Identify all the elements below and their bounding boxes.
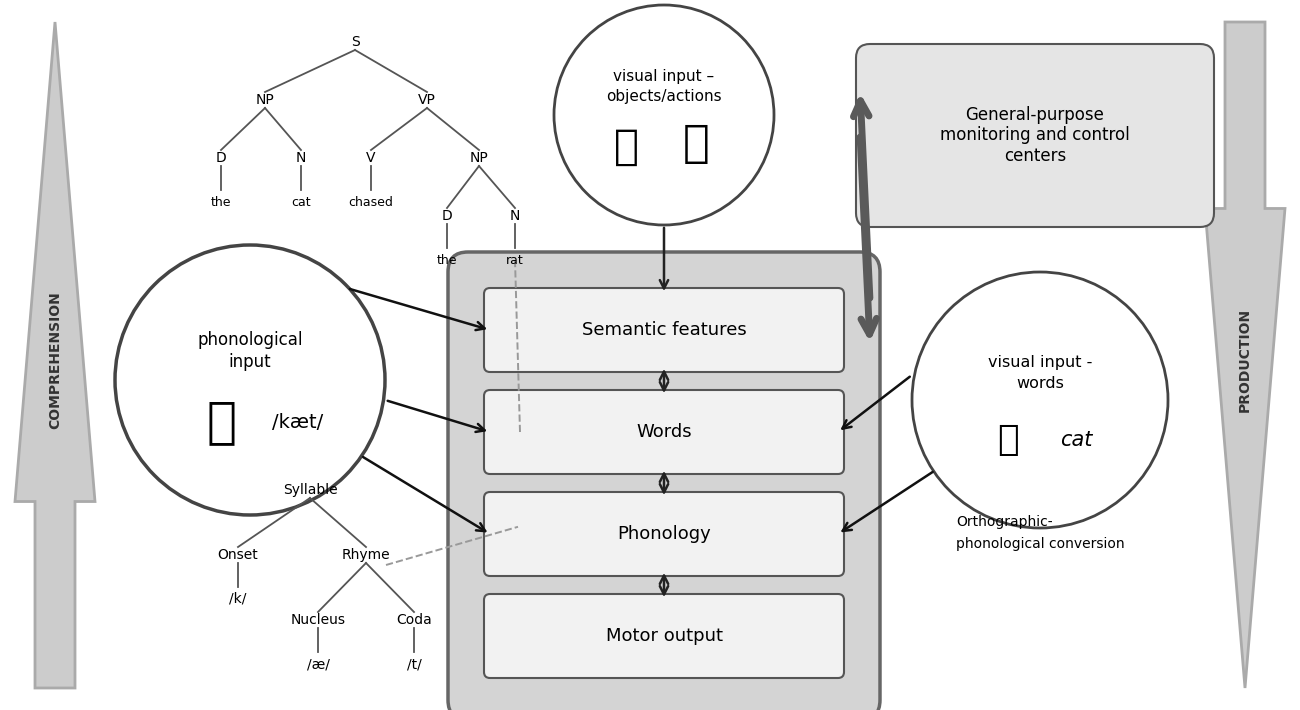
Text: visual input -: visual input - [988, 354, 1092, 369]
Text: General-purpose
monitoring and control
centers: General-purpose monitoring and control c… [940, 106, 1130, 165]
FancyBboxPatch shape [484, 390, 844, 474]
Text: visual input –: visual input – [614, 70, 715, 84]
Text: Orthographic-: Orthographic- [956, 515, 1053, 529]
Text: 🐈: 🐈 [682, 121, 710, 165]
Text: Semantic features: Semantic features [581, 321, 746, 339]
Text: input: input [229, 353, 272, 371]
Text: Nucleus: Nucleus [290, 613, 346, 627]
Text: 📄: 📄 [997, 423, 1019, 457]
Text: phonological conversion: phonological conversion [956, 537, 1124, 551]
Circle shape [913, 272, 1167, 528]
Text: Onset: Onset [217, 548, 259, 562]
Text: 👁: 👁 [614, 126, 638, 168]
Text: Words: Words [636, 423, 692, 441]
Text: cat: cat [291, 195, 311, 209]
Text: objects/actions: objects/actions [606, 89, 722, 104]
Text: V: V [367, 151, 376, 165]
Polygon shape [16, 22, 95, 688]
Text: 👂: 👂 [207, 398, 237, 446]
Text: Phonology: Phonology [618, 525, 711, 543]
Text: /k/: /k/ [229, 592, 247, 606]
Text: Syllable: Syllable [282, 483, 337, 497]
FancyBboxPatch shape [484, 594, 844, 678]
Text: phonological: phonological [198, 331, 303, 349]
Text: /t/: /t/ [407, 657, 421, 671]
Text: VP: VP [419, 93, 436, 107]
Text: Motor output: Motor output [606, 627, 723, 645]
Text: cat: cat [1060, 430, 1092, 450]
Text: D: D [442, 209, 452, 223]
Circle shape [554, 5, 774, 225]
Text: PRODUCTION: PRODUCTION [1238, 308, 1252, 412]
FancyBboxPatch shape [484, 492, 844, 576]
Text: D: D [216, 151, 226, 165]
Text: /kæt/: /kæt/ [273, 413, 324, 432]
Text: rat: rat [506, 253, 524, 266]
Text: S: S [351, 35, 359, 49]
Text: /æ/: /æ/ [307, 657, 329, 671]
Text: NP: NP [469, 151, 489, 165]
Text: chased: chased [348, 195, 394, 209]
Circle shape [114, 245, 385, 515]
Polygon shape [1205, 22, 1284, 688]
Text: Rhyme: Rhyme [342, 548, 390, 562]
Text: words: words [1017, 376, 1063, 391]
Text: N: N [510, 209, 520, 223]
Text: NP: NP [256, 93, 274, 107]
FancyBboxPatch shape [855, 44, 1214, 227]
Text: the: the [211, 195, 231, 209]
Text: COMPREHENSION: COMPREHENSION [48, 291, 62, 429]
Text: the: the [437, 253, 458, 266]
Text: N: N [296, 151, 307, 165]
FancyBboxPatch shape [484, 288, 844, 372]
FancyBboxPatch shape [448, 252, 880, 710]
Text: Coda: Coda [396, 613, 432, 627]
